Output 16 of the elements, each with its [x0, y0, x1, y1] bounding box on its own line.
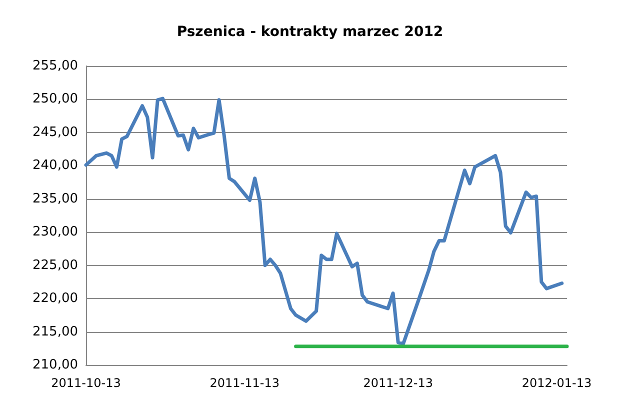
y-tick-label: 250,00 — [32, 92, 78, 107]
y-tick-label: 220,00 — [32, 291, 78, 306]
x-tick-label: 2012-01-13 — [522, 376, 592, 390]
x-tick-label: 2011-11-13 — [210, 376, 280, 390]
y-tick-label: 255,00 — [32, 58, 78, 74]
y-tick-label: 225,00 — [32, 258, 78, 273]
line-series — [84, 96, 564, 346]
x-tick-label: 2011-12-13 — [363, 376, 434, 390]
y-tick-label: 210,00 — [32, 358, 78, 372]
chart-title: Pszenica - kontrakty marzec 2012 — [176, 24, 444, 40]
x-tick-label: 2011-10-13 — [51, 376, 121, 390]
y-tick-label: 240,00 — [32, 158, 78, 174]
y-tick-label: 245,00 — [32, 124, 78, 140]
y-tick-label: 215,00 — [32, 324, 78, 340]
y-tick-label: 235,00 — [32, 191, 78, 206]
y-tick-label: 230,00 — [32, 224, 78, 240]
